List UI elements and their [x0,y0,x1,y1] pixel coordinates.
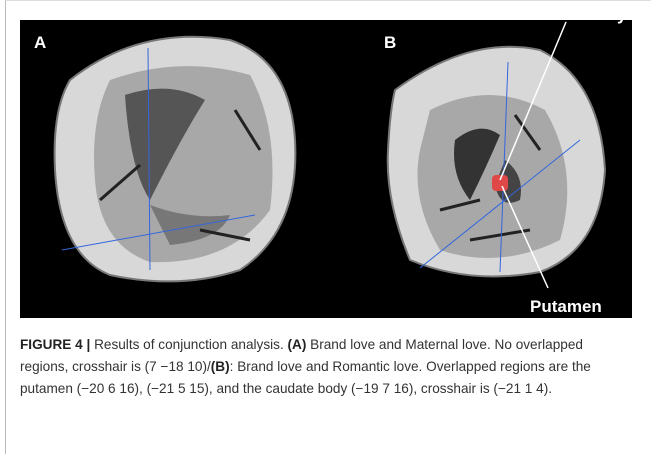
caption-panel-ref: (B) [211,359,230,374]
caption-text: Results of conjunction analysis. [94,337,284,352]
panel-label: A [34,33,46,52]
brain-a [55,37,296,282]
overlap-region [492,175,508,191]
figure-caption: FIGURE 4 | Results of conjunction analys… [20,334,632,400]
brain-b [388,47,605,277]
annotation-label: Putamen [530,297,602,316]
panel-label: B [384,33,396,52]
figure-image: A B Caudate body Putamen [20,8,634,320]
caption-panel-ref: (A) [288,337,307,352]
page: A B Caudate body Putamen FIGURE 4 | Resu… [0,0,652,454]
caption-label: FIGURE 4 | [20,337,90,352]
annotation-label: Caudate body [514,8,627,24]
